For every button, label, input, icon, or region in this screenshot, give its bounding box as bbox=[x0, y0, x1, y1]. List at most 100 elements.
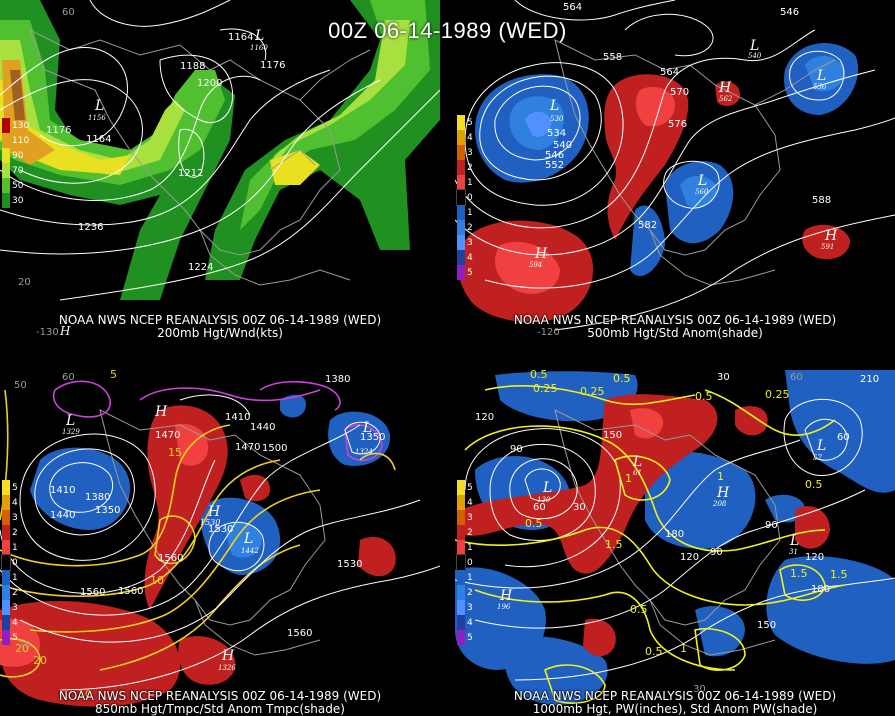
legend-swatch bbox=[457, 175, 465, 190]
high-center: H bbox=[207, 504, 221, 520]
panel-caption-source: NOAA NWS NCEP REANALYSIS 00Z 06-14-1989 … bbox=[58, 313, 382, 327]
pw-label: 1.5 bbox=[830, 568, 848, 581]
legend-label: 3 bbox=[12, 602, 18, 613]
contour-label: 120 bbox=[475, 412, 494, 423]
contour-label: 1164 bbox=[86, 134, 111, 145]
legend-swatch bbox=[2, 540, 10, 555]
contour-label: 552 bbox=[545, 160, 564, 171]
pw-label: 1.5 bbox=[790, 567, 808, 580]
legend-label: 5 bbox=[467, 632, 473, 643]
center-value: 1326 bbox=[218, 664, 236, 672]
center-value: 591 bbox=[821, 243, 834, 251]
legend-swatch bbox=[457, 630, 465, 645]
legend-label: 0 bbox=[12, 557, 18, 568]
legend-label: 1 bbox=[467, 572, 473, 583]
panel-1000mb: 120 90 60 30 150 180 210 30 60 90 120 15… bbox=[455, 370, 895, 716]
anomaly-blob bbox=[495, 371, 638, 422]
height-contours bbox=[0, 394, 440, 691]
legend-label: 90 bbox=[12, 150, 24, 161]
center-value: 61 bbox=[633, 469, 642, 477]
legend-label: 30 bbox=[12, 195, 24, 206]
legend-swatch bbox=[2, 525, 10, 540]
lat-label: 60 bbox=[62, 372, 75, 383]
contour-label: 1236 bbox=[78, 222, 103, 233]
center-value: 540 bbox=[748, 52, 762, 60]
center-value: 560 bbox=[695, 188, 709, 196]
pw-label: 1 bbox=[680, 642, 687, 655]
legend-label: 3 bbox=[467, 602, 473, 613]
center-value: 196 bbox=[497, 603, 511, 611]
temp-label: 20 bbox=[33, 654, 47, 667]
temp-label: 20 bbox=[15, 642, 29, 655]
legend-swatch bbox=[2, 510, 10, 525]
legend-label: 4 bbox=[467, 132, 473, 143]
legend-label: 0 bbox=[467, 557, 473, 568]
center-value: 31 bbox=[789, 548, 798, 556]
center-value: 130 bbox=[537, 496, 551, 504]
legend-850mb: 5 4 3 2 1 0 1 2 3 4 5 bbox=[1, 480, 18, 645]
contour-label: 534 bbox=[547, 128, 566, 139]
anomaly-blob bbox=[30, 447, 131, 530]
contour-label: 1500 bbox=[262, 443, 287, 454]
map-1000mb: 120 90 60 30 150 180 210 30 60 90 120 15… bbox=[455, 370, 895, 705]
jet-band bbox=[10, 70, 25, 120]
lat-label: 30 bbox=[693, 684, 706, 695]
low-center: L bbox=[549, 98, 559, 114]
contour-label: 1560 bbox=[118, 586, 143, 597]
legend-swatch bbox=[457, 235, 465, 250]
low-center: L bbox=[789, 533, 799, 549]
center-value: 562 bbox=[719, 95, 733, 103]
legend-1000mb: 5 4 3 2 1 0 1 2 3 4 5 bbox=[456, 480, 473, 645]
lat-label: 60 bbox=[790, 372, 803, 383]
legend-label: 70 bbox=[12, 165, 24, 176]
legend-label: 3 bbox=[467, 512, 473, 523]
lat-label: 50 bbox=[14, 380, 27, 391]
pw-label: 1 bbox=[717, 470, 724, 483]
pw-contours bbox=[455, 385, 846, 704]
contour-label: 558 bbox=[603, 52, 622, 63]
legend-label: 5 bbox=[12, 632, 18, 643]
contour-label: 546 bbox=[780, 7, 799, 18]
anomaly-blob bbox=[328, 411, 391, 466]
legend-label: 0 bbox=[467, 192, 473, 203]
high-center: H bbox=[534, 246, 548, 262]
legend-label: 2 bbox=[467, 222, 473, 233]
height-contours bbox=[455, 398, 895, 681]
legend-label: 1 bbox=[467, 542, 473, 553]
contour-label: 1164 bbox=[228, 32, 253, 43]
legend-swatch bbox=[457, 160, 465, 175]
legend-swatch bbox=[457, 115, 465, 130]
anomaly-blob bbox=[805, 55, 845, 92]
contour-label: 1560 bbox=[287, 628, 312, 639]
contour-label: 1440 bbox=[250, 422, 275, 433]
pw-label: 0.5 bbox=[525, 517, 543, 530]
legend-500mb: 5 4 3 2 1 0 1 2 3 4 5 bbox=[456, 115, 473, 280]
pw-label: 0.25 bbox=[580, 385, 605, 398]
legend-swatch bbox=[457, 250, 465, 265]
panel-850mb: 1380 1410 1440 1470 1500 1530 1560 1380 … bbox=[0, 370, 440, 716]
legend-swatch bbox=[2, 480, 10, 495]
contour-label: 582 bbox=[638, 220, 657, 231]
legend-label: 1 bbox=[12, 572, 18, 583]
page-title: 00Z 06-14-1989 (WED) bbox=[328, 18, 567, 43]
lon-label: -130 bbox=[36, 327, 59, 338]
contour-label: 564 bbox=[660, 67, 679, 78]
lat-label: 60 bbox=[62, 7, 75, 18]
pw-label: 0.5 bbox=[805, 478, 823, 491]
height-contours bbox=[0, 0, 440, 301]
temp-label: 10 bbox=[150, 574, 164, 587]
legend-swatch bbox=[2, 118, 10, 133]
legend-swatch bbox=[457, 615, 465, 630]
contour-label: 90 bbox=[765, 520, 778, 531]
center-value: 530 bbox=[550, 115, 564, 123]
high-center: H bbox=[824, 228, 838, 244]
contour-label: 1176 bbox=[260, 60, 285, 71]
legend-label: 3 bbox=[467, 237, 473, 248]
contour-label: 1470 bbox=[155, 430, 180, 441]
legend-swatch bbox=[457, 205, 465, 220]
contour-label: 1176 bbox=[46, 125, 71, 136]
map-200mb: 1164 1176 1188 1200 1212 1224 1236 1164 … bbox=[0, 0, 440, 338]
low-center: L bbox=[362, 420, 372, 436]
low-center: L bbox=[749, 38, 759, 54]
legend-label: 1 bbox=[467, 177, 473, 188]
